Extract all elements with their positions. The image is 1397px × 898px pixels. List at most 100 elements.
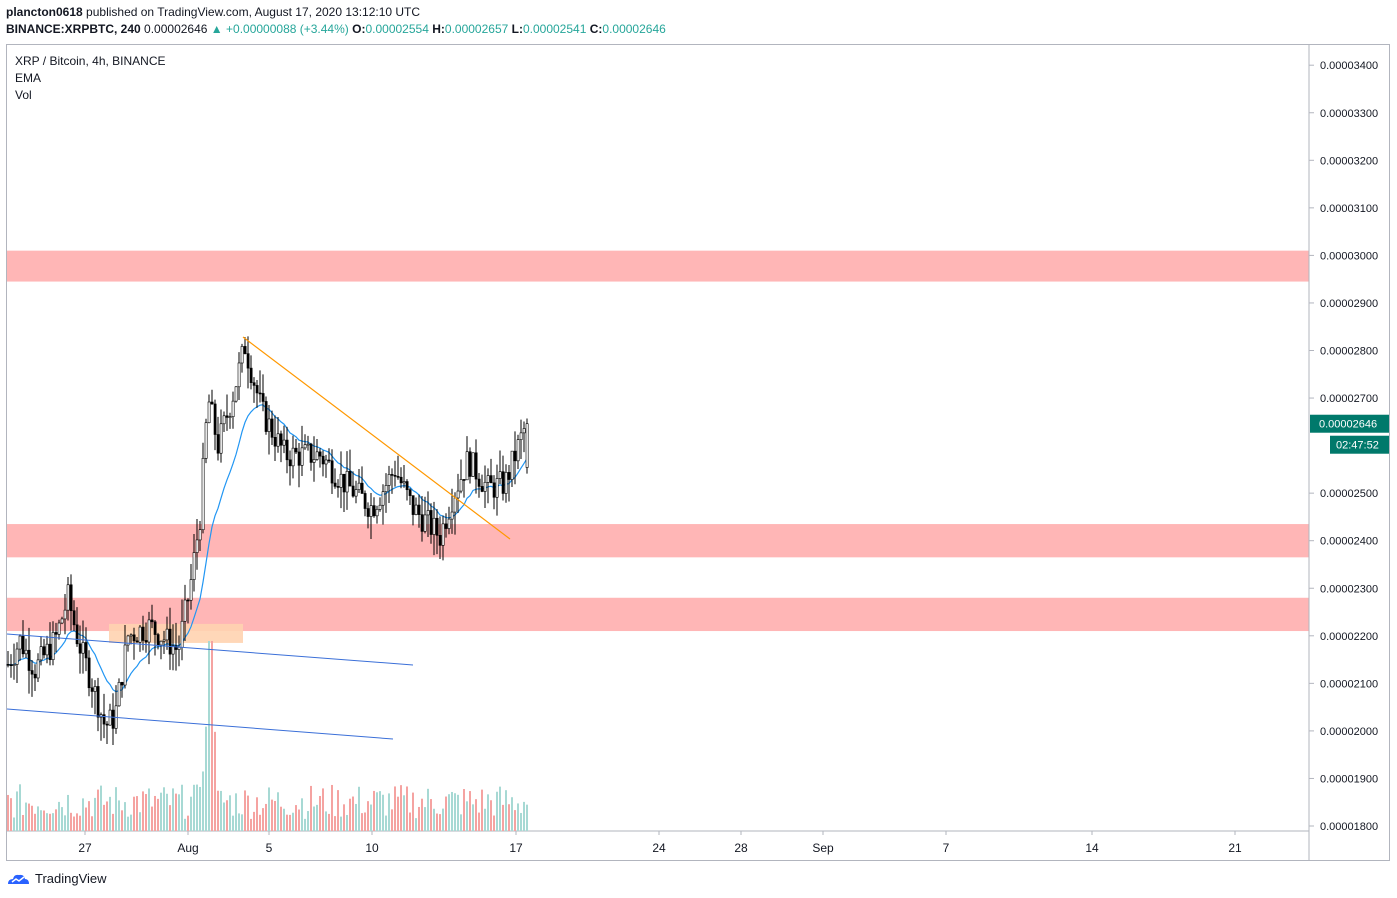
volume-bar	[220, 790, 222, 831]
candle-body	[291, 447, 295, 467]
candle-body	[240, 346, 244, 364]
candle-body	[366, 508, 370, 517]
volume-bar	[97, 789, 99, 831]
volume-bar	[145, 794, 147, 831]
candle-body	[453, 497, 457, 513]
candle-body	[414, 504, 418, 515]
candle-body	[318, 451, 322, 457]
candle-body	[192, 552, 196, 580]
volume-bar	[271, 799, 273, 831]
volume-bar	[223, 802, 225, 831]
channel-upper-line	[6, 633, 414, 666]
publisher-name[interactable]: plancton0618	[6, 5, 83, 19]
time-tick-label: 24	[652, 841, 666, 855]
candle-body	[36, 659, 40, 679]
candle-body	[399, 476, 403, 484]
volume-bar	[187, 815, 189, 831]
volume-bar	[487, 794, 489, 831]
volume-bar	[298, 809, 300, 831]
volume-bar	[55, 809, 57, 831]
volume-bar	[325, 811, 327, 831]
candle-body	[75, 624, 79, 645]
candle-body	[507, 472, 511, 480]
volume-bar	[349, 798, 351, 831]
candle-body	[246, 353, 250, 369]
candle-body	[105, 723, 109, 726]
candle-body	[48, 643, 52, 660]
volume-bar	[370, 804, 372, 831]
candle-body	[438, 535, 442, 546]
volume-bar	[106, 801, 108, 831]
volume-bar	[517, 803, 519, 831]
candle-body	[300, 447, 304, 466]
legend-vol[interactable]: Vol	[15, 88, 32, 102]
volume-bar	[526, 804, 528, 831]
candle-body	[51, 632, 55, 660]
time-tick-label: Sep	[812, 841, 834, 855]
volume-bar	[259, 814, 261, 831]
volume-bar	[442, 808, 444, 831]
candle-body	[45, 643, 49, 656]
chart-frame[interactable]	[6, 44, 1390, 861]
published-text: published on TradingView.com, August 17,…	[86, 5, 421, 19]
candle-body	[21, 635, 25, 655]
volume-bar	[445, 796, 447, 831]
candle-body	[123, 644, 127, 686]
candle-body	[84, 642, 88, 659]
volume-bar	[256, 797, 258, 831]
tradingview-logo[interactable]: TradingView	[6, 871, 107, 886]
candle-body	[210, 401, 214, 405]
candle-body	[102, 714, 106, 725]
volume-bar	[463, 789, 465, 831]
candle-body	[309, 443, 313, 463]
volume-bar	[403, 795, 405, 831]
candle-body	[489, 475, 493, 484]
volume-bar	[160, 792, 162, 831]
volume-bar	[136, 796, 138, 831]
candle-body	[486, 475, 490, 483]
volume-bar	[388, 793, 390, 831]
candle-body	[189, 579, 193, 601]
volume-bar	[418, 806, 420, 831]
close-value: 0.00002646	[602, 22, 666, 36]
volume-bar	[265, 803, 267, 831]
candle-body	[24, 649, 28, 655]
volume-bar	[157, 798, 159, 831]
candle-body	[342, 473, 346, 493]
candle-body	[396, 476, 400, 478]
volume-bar	[382, 794, 384, 831]
legend-title[interactable]: XRP / Bitcoin, 4h, BINANCE	[15, 54, 166, 68]
price-tick-label: 0.00002400	[1320, 536, 1378, 548]
candle-body	[204, 422, 208, 459]
volume-bar	[421, 798, 423, 831]
volume-bar	[424, 807, 426, 831]
channel-lower-line	[6, 708, 394, 740]
volume-bar	[67, 794, 69, 831]
volume-bar	[319, 795, 321, 831]
candle-body	[90, 687, 94, 692]
volume-bar	[364, 812, 366, 831]
legend-ema[interactable]: EMA	[15, 71, 42, 85]
volume-bar	[316, 804, 318, 831]
candle-body	[402, 481, 406, 484]
candle-body	[270, 418, 274, 438]
candle-body	[387, 474, 391, 486]
candle-body	[411, 495, 415, 515]
volume-bar	[244, 790, 246, 831]
candle-body	[81, 642, 85, 654]
candle-body	[330, 460, 334, 484]
candle-body	[477, 478, 481, 487]
volume-bar	[499, 786, 501, 831]
volume-bar	[373, 790, 375, 831]
candle-body	[129, 634, 133, 637]
volume-bar	[415, 818, 417, 831]
volume-bar	[190, 796, 192, 831]
candle-body	[18, 635, 22, 650]
countdown-text: 02:47:52	[1336, 440, 1379, 452]
candle-body	[195, 539, 199, 553]
candle-body	[408, 489, 412, 496]
volume-bar	[523, 801, 525, 831]
candle-body	[423, 514, 427, 532]
candle-body	[465, 451, 469, 481]
